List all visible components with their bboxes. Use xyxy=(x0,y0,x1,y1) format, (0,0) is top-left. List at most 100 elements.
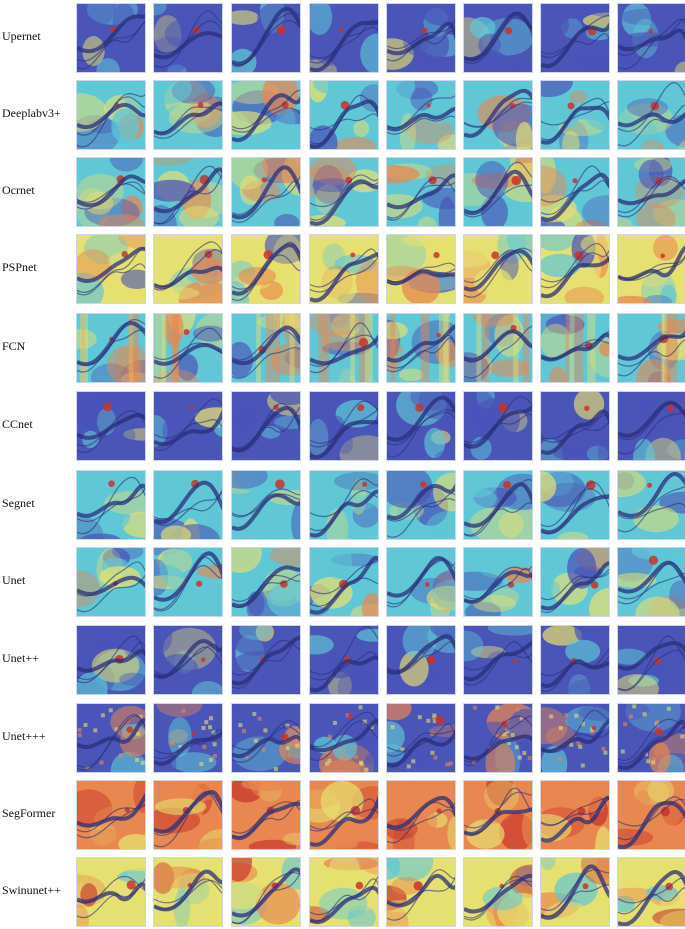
row-label: Unet+++ xyxy=(2,729,46,743)
heatmap-thumbnail xyxy=(76,780,146,850)
figure-row: Ocrnet xyxy=(0,157,685,227)
figure-row: SegFormer xyxy=(0,780,685,850)
heatmap-thumbnail xyxy=(309,780,379,850)
heatmap-thumbnail xyxy=(153,625,223,695)
heatmap-thumbnail xyxy=(617,3,685,73)
heatmap-thumbnail xyxy=(386,625,456,695)
heatmap-thumbnail xyxy=(617,157,685,227)
heatmap-thumbnail xyxy=(540,625,610,695)
heatmap-thumbnail xyxy=(540,234,610,304)
heatmap-thumbnail xyxy=(231,780,301,850)
heatmap-thumbnail xyxy=(309,703,379,773)
row-label: Swinunet++ xyxy=(2,883,61,897)
heatmap-thumbnail xyxy=(540,470,610,540)
heatmap-thumbnail xyxy=(463,780,533,850)
heatmap-thumbnail xyxy=(617,80,685,150)
heatmap-thumbnail xyxy=(76,547,146,617)
heatmap-thumbnail xyxy=(231,547,301,617)
heatmap-thumbnail xyxy=(540,391,610,461)
heatmap-thumbnail xyxy=(76,391,146,461)
heatmap-thumbnail xyxy=(153,234,223,304)
heatmap-thumbnail xyxy=(231,391,301,461)
heatmap-thumbnail xyxy=(231,470,301,540)
heatmap-thumbnail xyxy=(231,80,301,150)
heatmap-thumbnail xyxy=(76,234,146,304)
heatmap-thumbnail xyxy=(153,703,223,773)
heatmap-thumbnail xyxy=(76,157,146,227)
heatmap-thumbnail xyxy=(386,234,456,304)
heatmap-thumbnail xyxy=(153,313,223,383)
figure-row: FCN xyxy=(0,313,685,383)
heatmap-thumbnail xyxy=(386,157,456,227)
heatmap-thumbnail xyxy=(76,625,146,695)
heatmap-thumbnail xyxy=(309,857,379,927)
heatmap-thumbnail xyxy=(617,625,685,695)
figure-row: Swinunet++ xyxy=(0,857,685,927)
heatmap-thumbnail xyxy=(386,780,456,850)
heatmap-thumbnail xyxy=(386,80,456,150)
heatmap-thumbnail xyxy=(231,703,301,773)
heatmap-thumbnail xyxy=(463,703,533,773)
heatmap-thumbnail xyxy=(540,780,610,850)
heatmap-thumbnail xyxy=(463,234,533,304)
heatmap-thumbnail xyxy=(463,3,533,73)
heatmap-thumbnail xyxy=(309,313,379,383)
row-label: CCnet xyxy=(2,417,33,431)
heatmap-thumbnail xyxy=(231,625,301,695)
heatmap-thumbnail xyxy=(153,470,223,540)
heatmap-thumbnail xyxy=(153,3,223,73)
heatmap-thumbnail xyxy=(76,857,146,927)
heatmap-thumbnail xyxy=(463,547,533,617)
heatmap-thumbnail xyxy=(231,3,301,73)
heatmap-thumbnail xyxy=(463,857,533,927)
row-label: FCN xyxy=(2,339,26,353)
heatmap-thumbnail xyxy=(231,857,301,927)
heatmap-thumbnail xyxy=(153,80,223,150)
heatmap-thumbnail xyxy=(309,547,379,617)
heatmap-thumbnail xyxy=(463,625,533,695)
heatmap-thumbnail xyxy=(76,703,146,773)
heatmap-thumbnail xyxy=(386,313,456,383)
heatmap-thumbnail xyxy=(386,470,456,540)
row-label: Unet xyxy=(2,573,26,587)
heatmap-thumbnail xyxy=(540,3,610,73)
figure-row: Unet+++ xyxy=(0,703,685,773)
heatmap-thumbnail xyxy=(153,780,223,850)
heatmap-thumbnail xyxy=(386,703,456,773)
heatmap-thumbnail xyxy=(309,234,379,304)
heatmap-thumbnail xyxy=(309,470,379,540)
heatmap-thumbnail xyxy=(617,857,685,927)
heatmap-thumbnail xyxy=(617,703,685,773)
heatmap-thumbnail xyxy=(617,780,685,850)
row-label: Segnet xyxy=(2,496,35,510)
heatmap-thumbnail xyxy=(463,80,533,150)
heatmap-thumbnail xyxy=(617,470,685,540)
heatmap-thumbnail xyxy=(540,80,610,150)
heatmap-thumbnail xyxy=(386,547,456,617)
heatmap-thumbnail xyxy=(386,391,456,461)
figure-row: Segnet xyxy=(0,470,685,540)
heatmap-thumbnail xyxy=(386,857,456,927)
row-label: Deeplabv3+ xyxy=(2,106,61,120)
heatmap-thumbnail xyxy=(153,157,223,227)
heatmap-thumbnail xyxy=(386,3,456,73)
heatmap-thumbnail xyxy=(540,857,610,927)
heatmap-thumbnail xyxy=(153,857,223,927)
figure-row: Unet xyxy=(0,547,685,617)
heatmap-thumbnail xyxy=(231,313,301,383)
heatmap-thumbnail xyxy=(231,234,301,304)
heatmap-thumbnail xyxy=(309,625,379,695)
figure-row: Deeplabv3+ xyxy=(0,80,685,150)
row-label: Upernet xyxy=(2,29,41,43)
heatmap-thumbnail xyxy=(540,703,610,773)
heatmap-thumbnail xyxy=(309,157,379,227)
figure-row: PSPnet xyxy=(0,234,685,304)
figure-row: Upernet xyxy=(0,3,685,73)
heatmap-thumbnail xyxy=(309,80,379,150)
row-label: PSPnet xyxy=(2,260,37,274)
row-label: Unet++ xyxy=(2,651,39,665)
row-label: SegFormer xyxy=(2,806,56,820)
heatmap-thumbnail xyxy=(463,470,533,540)
heatmap-thumbnail xyxy=(540,313,610,383)
